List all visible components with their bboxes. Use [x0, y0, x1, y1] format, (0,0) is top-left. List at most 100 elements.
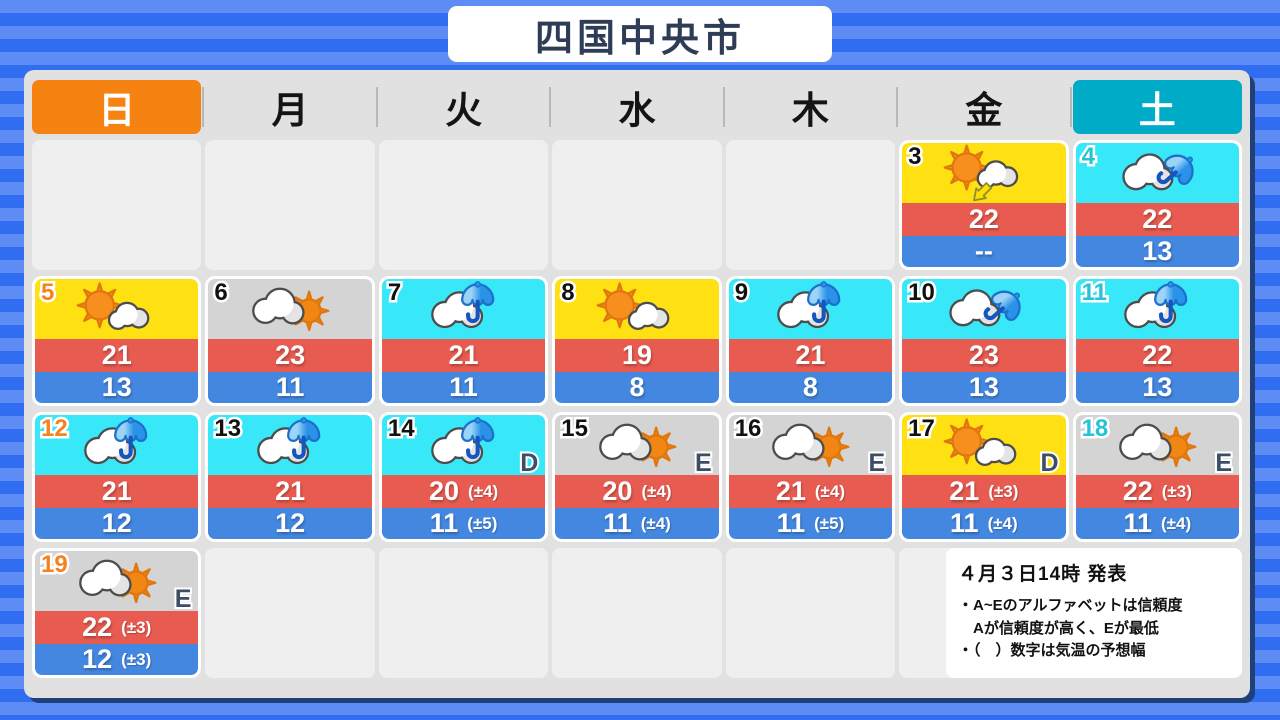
- weather-icon-area: 15 E: [555, 415, 719, 479]
- low-temp: 12: [275, 508, 306, 538]
- forecast-cell-9: 9 21 8: [725, 276, 896, 406]
- high-temp: 20: [602, 476, 633, 506]
- high-temp: 22: [1142, 204, 1173, 234]
- empty-cell: [205, 140, 375, 270]
- low-temp-range: (±5): [814, 513, 845, 533]
- low-temp: 13: [1142, 236, 1173, 266]
- high-temp: 22: [968, 204, 999, 234]
- high-temp-bar: 22: [1075, 203, 1239, 236]
- weekday-header-weekday-金: 金: [896, 80, 1068, 134]
- low-temp-range: (±4): [640, 513, 671, 533]
- reliability-letter: E: [693, 447, 714, 479]
- high-temp-bar: 19: [555, 339, 719, 372]
- sun-then-cloud-icon: [581, 278, 693, 340]
- reliability-letter: E: [866, 447, 887, 479]
- forecast-cell-12: 12 21 12: [32, 412, 202, 542]
- low-temp: 11: [776, 508, 806, 538]
- empty-cell: [725, 548, 896, 678]
- cloud-umbrella-icon: [61, 414, 173, 476]
- weather-icon-area: 17 D: [902, 415, 1066, 479]
- high-temp-range: (±3): [988, 481, 1019, 501]
- weekday-header-weekday-木: 木: [722, 80, 895, 134]
- weather-icon-area: 13: [208, 414, 372, 476]
- city-title-box: 四国中央市: [448, 6, 832, 62]
- low-temp: 13: [1142, 372, 1173, 402]
- low-temp: 12: [82, 644, 113, 674]
- low-temp-bar: 11 (±5): [381, 508, 546, 539]
- date-number: 7: [385, 279, 403, 308]
- cloud-umbrella-icon: [1101, 278, 1213, 340]
- cloud-then-sun-icon: [1101, 414, 1213, 476]
- weather-icon-area: 4: [1075, 143, 1239, 203]
- high-temp-bar: 20 (±4): [555, 475, 719, 508]
- forecast-cell-19: 19 E 22 (±3) 12 (±3): [32, 548, 202, 678]
- forecast-cell-14: 14 D 20 (±4) 11 (±5): [378, 412, 549, 542]
- high-temp-bar: 21: [35, 475, 199, 508]
- low-temp: 11: [449, 372, 478, 402]
- low-temp: 11: [1123, 508, 1152, 538]
- forecast-cell-4: 4 22 13: [1072, 140, 1242, 270]
- low-temp-range: (±5): [467, 513, 498, 533]
- sun-then-cloud-icon: [61, 278, 173, 340]
- cloud-then-sun-icon: [61, 550, 173, 612]
- date-number: 17: [906, 415, 938, 444]
- low-temp: --: [974, 236, 993, 266]
- high-temp-bar: 22 (±3): [35, 611, 199, 644]
- high-temp-bar: 21 (±3): [902, 475, 1066, 508]
- low-temp: 8: [629, 372, 645, 402]
- high-temp-bar: 22 (±3): [1075, 475, 1239, 508]
- high-temp: 20: [428, 476, 460, 506]
- low-temp-range: (±4): [1161, 513, 1192, 533]
- forecast-cell-18: 18 E 22 (±3) 11 (±4): [1072, 412, 1242, 542]
- empty-cell: [378, 140, 549, 270]
- high-temp-range: (±3): [121, 617, 152, 637]
- high-temp-range: (±4): [814, 481, 845, 501]
- cloud-umbrella-icon: [754, 278, 866, 340]
- empty-cell: [725, 140, 896, 270]
- weekday-header-weekday-月: 月: [202, 80, 374, 134]
- high-temp-bar: 20 (±4): [381, 475, 546, 508]
- high-temp-bar: 23: [902, 339, 1066, 372]
- low-temp-bar: 13: [35, 372, 199, 403]
- weather-icon-area: 6: [208, 279, 372, 339]
- forecast-cell-13: 13 21 12: [205, 412, 375, 542]
- date-number: 15: [559, 415, 591, 444]
- reliability-letter: E: [1213, 447, 1234, 479]
- cloud-umbrella-icon: [234, 414, 346, 476]
- weather-icon-area: 9: [728, 278, 893, 340]
- forecast-cell-6: 6 23 11: [205, 276, 375, 406]
- low-temp-bar: 11 (±4): [1075, 508, 1239, 539]
- weekday-header-sunday: 日: [32, 80, 202, 134]
- date-number: 19: [39, 551, 71, 580]
- date-number: 18: [1079, 415, 1111, 444]
- low-temp-bar: 12: [208, 508, 372, 539]
- high-temp-bar: 23: [208, 339, 372, 372]
- high-temp: 19: [621, 340, 653, 370]
- low-temp-bar: 12 (±3): [35, 644, 199, 675]
- low-temp-range: (±3): [121, 649, 152, 669]
- high-temp: 21: [949, 476, 980, 506]
- date-number: 11: [1079, 279, 1109, 308]
- date-number: 12: [39, 415, 71, 444]
- weather-icon-area: 11: [1075, 278, 1239, 340]
- date-number: 16: [732, 415, 764, 444]
- high-temp: 22: [82, 612, 113, 642]
- cloud-umbrella-icon: [408, 414, 520, 476]
- weather-icon-area: 14 D: [381, 414, 546, 479]
- high-temp: 21: [775, 476, 806, 506]
- low-temp-bar: 12: [35, 508, 199, 539]
- high-temp-bar: 21: [35, 339, 199, 372]
- low-temp: 12: [101, 508, 132, 538]
- low-temp-bar: 11: [208, 372, 372, 403]
- empty-cell: [32, 140, 202, 270]
- low-temp-bar: 13: [902, 372, 1066, 403]
- high-temp: 21: [275, 476, 306, 506]
- date-number: 3: [906, 143, 924, 172]
- note-line-range: ・（ ）数字は気温の予想幅: [958, 642, 1146, 659]
- low-temp: 11: [275, 372, 305, 402]
- reliability-letter: E: [173, 583, 194, 615]
- reliability-letter: D: [518, 447, 540, 479]
- weather-icon-area: 18 E: [1075, 414, 1239, 479]
- low-temp-bar: 13: [1075, 236, 1239, 267]
- weekday-header-weekday-水: 水: [549, 80, 721, 134]
